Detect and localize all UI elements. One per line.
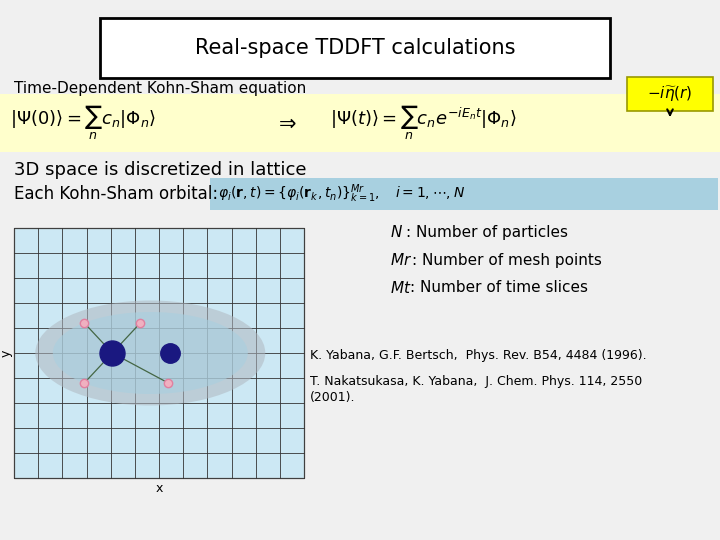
Text: $Mr$: $Mr$ <box>390 252 413 268</box>
Text: 3D space is discretized in lattice: 3D space is discretized in lattice <box>14 161 307 179</box>
Text: : Number of particles: : Number of particles <box>406 225 568 240</box>
FancyBboxPatch shape <box>14 228 304 478</box>
Text: $-i\widetilde{\eta}(r)$: $-i\widetilde{\eta}(r)$ <box>647 84 693 104</box>
Text: y: y <box>0 349 12 357</box>
Text: K. Yabana, G.F. Bertsch,  Phys. Rev. B54, 4484 (1996).: K. Yabana, G.F. Bertsch, Phys. Rev. B54,… <box>310 348 647 361</box>
Text: (2001).: (2001). <box>310 390 356 403</box>
Ellipse shape <box>53 312 248 394</box>
Text: $N$: $N$ <box>390 224 403 240</box>
Text: $Mt$: $Mt$ <box>390 280 412 296</box>
FancyBboxPatch shape <box>0 94 720 152</box>
FancyBboxPatch shape <box>627 77 713 111</box>
Text: $|\Psi(t)\rangle = \sum_{n} c_n e^{-iE_n t} |\Phi_n\rangle$: $|\Psi(t)\rangle = \sum_{n} c_n e^{-iE_n… <box>330 104 517 142</box>
Text: $|\Psi(0)\rangle = \sum_{n} c_n |\Phi_n\rangle$: $|\Psi(0)\rangle = \sum_{n} c_n |\Phi_n\… <box>10 104 156 142</box>
Text: $\varphi_i(\mathbf{r},t) = \{\varphi_i(\mathbf{r}_k,t_n)\}_{k=1}^{Mr},\quad i=1,: $\varphi_i(\mathbf{r},t) = \{\varphi_i(\… <box>218 183 465 205</box>
FancyBboxPatch shape <box>210 178 718 210</box>
Text: Each Kohn-Sham orbital:: Each Kohn-Sham orbital: <box>14 185 218 203</box>
Text: $\Rightarrow$: $\Rightarrow$ <box>274 113 296 133</box>
Text: : Number of mesh points: : Number of mesh points <box>412 253 602 267</box>
Text: x: x <box>156 482 163 495</box>
Text: Time-Dependent Kohn-Sham equation: Time-Dependent Kohn-Sham equation <box>14 80 306 96</box>
Ellipse shape <box>35 300 265 406</box>
FancyBboxPatch shape <box>100 18 610 78</box>
Text: : Number of time slices: : Number of time slices <box>410 280 588 295</box>
Text: T. Nakatsukasa, K. Yabana,  J. Chem. Phys. 114, 2550: T. Nakatsukasa, K. Yabana, J. Chem. Phys… <box>310 375 642 388</box>
Text: Real-space TDDFT calculations: Real-space TDDFT calculations <box>194 38 516 58</box>
